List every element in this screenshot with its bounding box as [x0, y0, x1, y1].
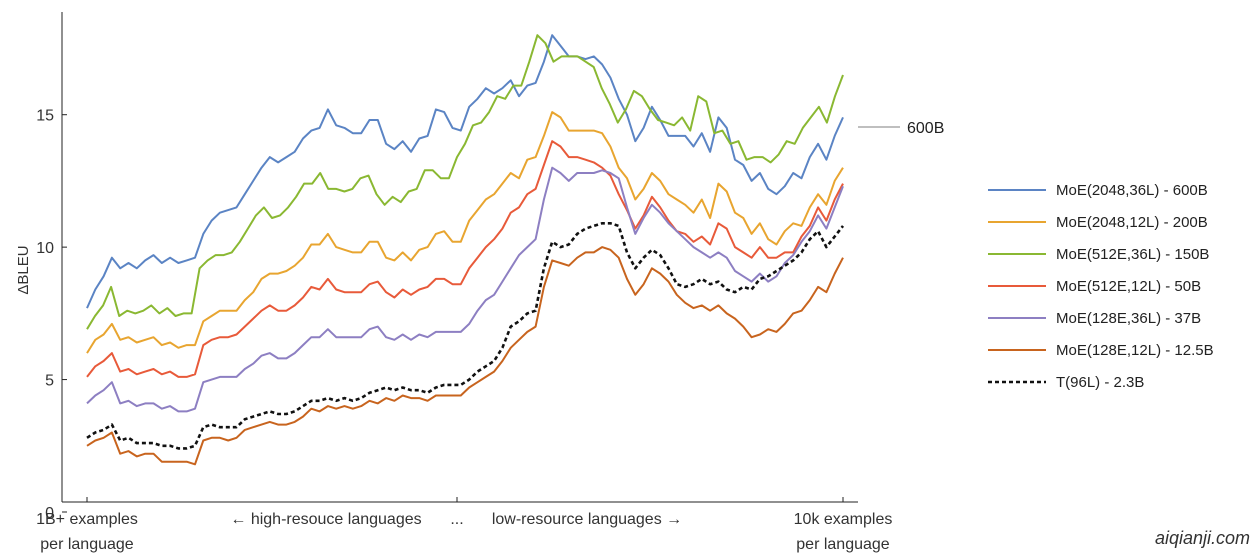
- series-line-6: [86, 246, 844, 466]
- legend-label-3: MoE(512E,36L) - 150B: [1056, 246, 1209, 263]
- y-axis-label: ΔBLEU: [15, 245, 32, 294]
- series-line-4: [86, 140, 844, 378]
- x-category-labels: 1B+ examples per language ← high-resouce…: [36, 511, 892, 553]
- series-line-5: [86, 166, 844, 413]
- legend-label-6: MoE(128E,12L) - 12.5B: [1056, 342, 1214, 359]
- watermark-text: aiqianji.com: [1155, 528, 1250, 548]
- y-tick-label: 10: [36, 240, 54, 257]
- x-label-right-line1: 10k examples: [794, 511, 893, 528]
- x-label-left-line1: 1B+ examples: [36, 511, 138, 528]
- series-layer: [86, 34, 845, 466]
- x-label-high-resource: ← high-resouce languages: [230, 511, 421, 528]
- x-label-ellipsis: ...: [450, 511, 463, 528]
- x-label-left-line2: per language: [40, 536, 134, 553]
- axes: 0 5 10 15 ΔBLEU: [15, 12, 858, 522]
- y-ticks: 0 5 10 15: [36, 108, 67, 522]
- legend-label-7: T(96L) - 2.3B: [1056, 374, 1144, 391]
- series-line-7: [86, 222, 845, 450]
- series-line-2: [86, 111, 844, 354]
- series-line-3: [86, 34, 844, 330]
- legend-label-5: MoE(128E,36L) - 37B: [1056, 310, 1201, 327]
- y-tick-label: 0: [45, 505, 54, 522]
- annotation-label: 600B: [907, 120, 944, 137]
- annotation: 600B: [858, 120, 944, 137]
- y-tick-label: 15: [36, 108, 54, 125]
- legend: MoE(2048,36L) - 600B MoE(2048,12L) - 200B…: [988, 182, 1214, 391]
- x-label-right-line2: per language: [796, 536, 890, 553]
- x-label-low-resource: low-resource languages →: [492, 511, 682, 528]
- y-tick-label: 5: [45, 373, 54, 390]
- legend-label-1: MoE(2048,36L) - 600B: [1056, 182, 1208, 199]
- series-line-1: [86, 34, 844, 309]
- legend-label-4: MoE(512E,12L) - 50B: [1056, 278, 1201, 295]
- legend-label-2: MoE(2048,12L) - 200B: [1056, 214, 1208, 231]
